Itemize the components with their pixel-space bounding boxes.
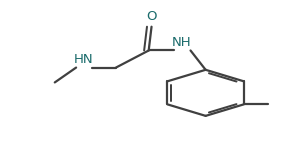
Text: HN: HN	[74, 53, 93, 66]
Text: O: O	[146, 11, 157, 23]
Text: NH: NH	[172, 36, 191, 49]
